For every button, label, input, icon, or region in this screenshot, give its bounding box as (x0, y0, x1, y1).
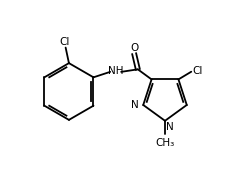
Text: O: O (131, 43, 139, 53)
Text: CH₃: CH₃ (155, 138, 175, 148)
Text: N: N (165, 122, 173, 132)
Text: Cl: Cl (193, 66, 203, 76)
Text: N: N (132, 100, 139, 110)
Text: Cl: Cl (60, 37, 70, 47)
Text: NH: NH (108, 66, 123, 76)
